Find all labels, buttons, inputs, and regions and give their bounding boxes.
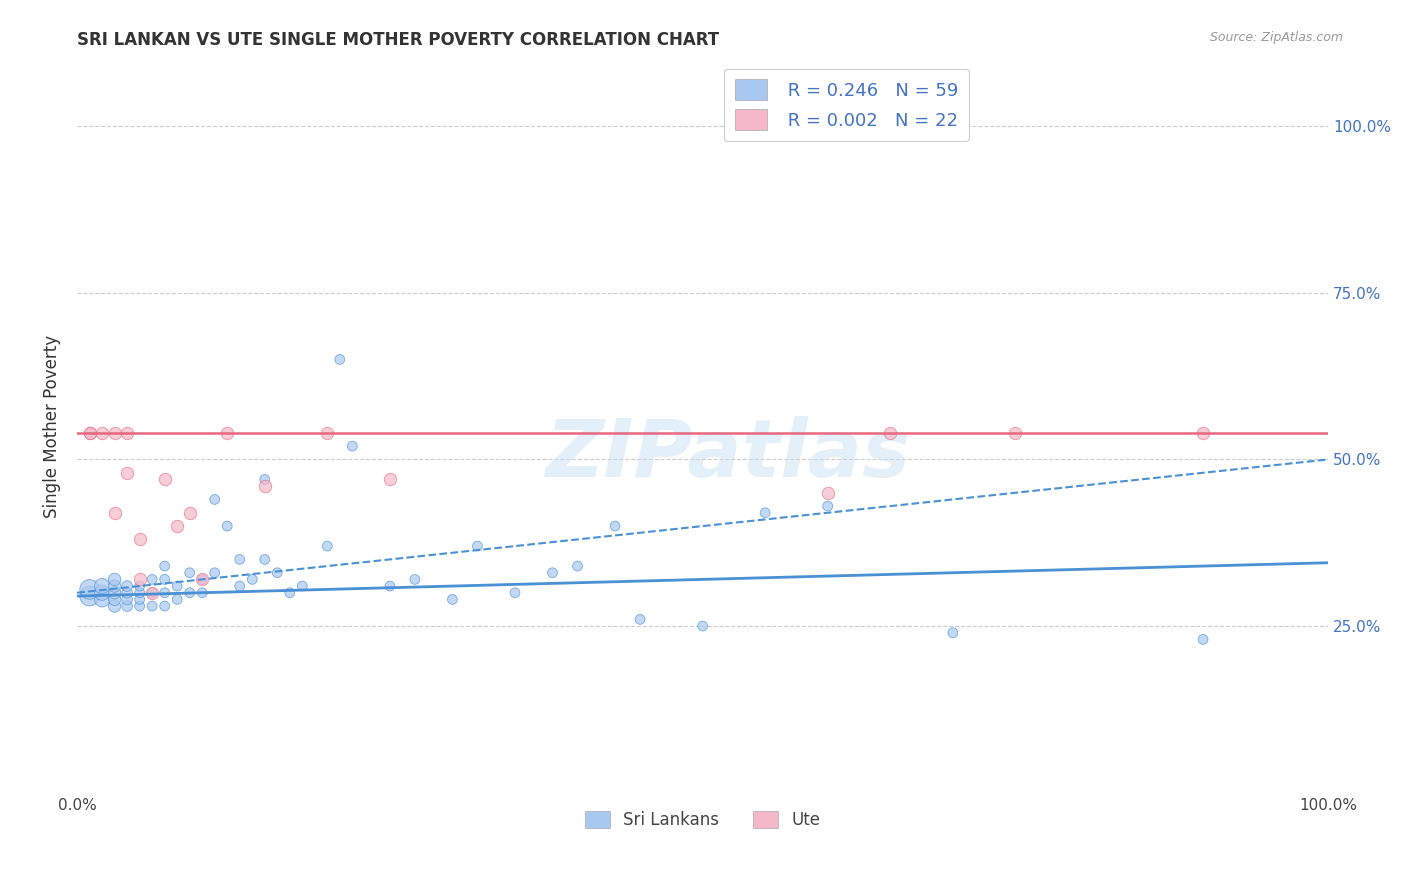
Point — [141, 585, 163, 599]
Point — [128, 592, 150, 607]
Point — [179, 585, 201, 599]
Point — [128, 585, 150, 599]
Point — [104, 599, 127, 613]
Point — [141, 599, 163, 613]
Point — [191, 573, 214, 587]
Point — [115, 466, 138, 480]
Point — [329, 352, 352, 367]
Point — [91, 579, 114, 593]
Point — [817, 499, 839, 513]
Point — [378, 472, 401, 486]
Point — [115, 579, 138, 593]
Point — [153, 599, 176, 613]
Point — [79, 425, 101, 440]
Point — [115, 599, 138, 613]
Point — [1004, 425, 1026, 440]
Point — [115, 592, 138, 607]
Point — [128, 579, 150, 593]
Point — [153, 472, 176, 486]
Point — [104, 585, 127, 599]
Point — [104, 579, 127, 593]
Point — [441, 592, 464, 607]
Point — [467, 539, 489, 553]
Point — [166, 519, 188, 533]
Point — [291, 579, 314, 593]
Point — [240, 573, 263, 587]
Legend: Sri Lankans, Ute: Sri Lankans, Ute — [578, 804, 827, 836]
Point — [104, 506, 127, 520]
Point — [166, 579, 188, 593]
Point — [179, 566, 201, 580]
Point — [266, 566, 288, 580]
Point — [115, 585, 138, 599]
Point — [503, 585, 526, 599]
Point — [104, 592, 127, 607]
Point — [253, 479, 276, 493]
Point — [278, 585, 301, 599]
Point — [817, 485, 839, 500]
Point — [316, 425, 339, 440]
Point — [115, 425, 138, 440]
Point — [603, 519, 626, 533]
Point — [128, 573, 150, 587]
Point — [879, 425, 901, 440]
Point — [166, 592, 188, 607]
Point — [128, 599, 150, 613]
Point — [191, 573, 214, 587]
Point — [91, 585, 114, 599]
Point — [79, 425, 101, 440]
Point — [217, 425, 239, 440]
Point — [179, 506, 201, 520]
Point — [404, 573, 426, 587]
Point — [153, 585, 176, 599]
Point — [104, 425, 127, 440]
Point — [104, 573, 127, 587]
Point — [153, 573, 176, 587]
Point — [342, 439, 364, 453]
Point — [754, 506, 776, 520]
Point — [229, 552, 252, 566]
Point — [692, 619, 714, 633]
Point — [141, 573, 163, 587]
Point — [942, 625, 965, 640]
Point — [141, 585, 163, 599]
Point — [628, 612, 651, 626]
Text: Source: ZipAtlas.com: Source: ZipAtlas.com — [1209, 31, 1343, 45]
Point — [229, 579, 252, 593]
Point — [79, 582, 101, 597]
Point — [79, 589, 101, 603]
Text: SRI LANKAN VS UTE SINGLE MOTHER POVERTY CORRELATION CHART: SRI LANKAN VS UTE SINGLE MOTHER POVERTY … — [77, 31, 720, 49]
Point — [91, 592, 114, 607]
Text: ZIPatlas: ZIPatlas — [546, 417, 910, 494]
Point — [191, 585, 214, 599]
Point — [91, 425, 114, 440]
Point — [128, 533, 150, 547]
Point — [316, 539, 339, 553]
Point — [378, 579, 401, 593]
Point — [204, 492, 226, 507]
Point — [253, 552, 276, 566]
Point — [1192, 632, 1215, 647]
Point — [541, 566, 564, 580]
Y-axis label: Single Mother Poverty: Single Mother Poverty — [44, 334, 60, 517]
Point — [204, 566, 226, 580]
Point — [567, 559, 589, 574]
Point — [253, 472, 276, 486]
Point — [217, 519, 239, 533]
Point — [153, 559, 176, 574]
Point — [1192, 425, 1215, 440]
